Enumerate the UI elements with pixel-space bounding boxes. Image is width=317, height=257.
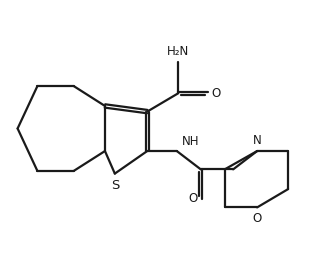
Text: O: O — [188, 192, 197, 205]
Text: S: S — [111, 179, 119, 192]
Text: O: O — [211, 87, 220, 100]
Text: O: O — [253, 212, 262, 225]
Text: N: N — [253, 134, 262, 147]
Text: NH: NH — [182, 135, 199, 148]
Text: H₂N: H₂N — [167, 45, 189, 58]
